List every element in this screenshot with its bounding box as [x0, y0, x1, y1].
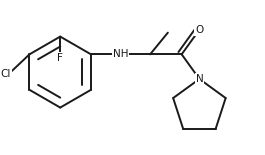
Text: NH: NH	[113, 49, 128, 59]
Text: F: F	[57, 53, 63, 63]
Text: N: N	[196, 74, 203, 84]
Text: O: O	[195, 25, 204, 35]
Text: Cl: Cl	[1, 69, 11, 79]
